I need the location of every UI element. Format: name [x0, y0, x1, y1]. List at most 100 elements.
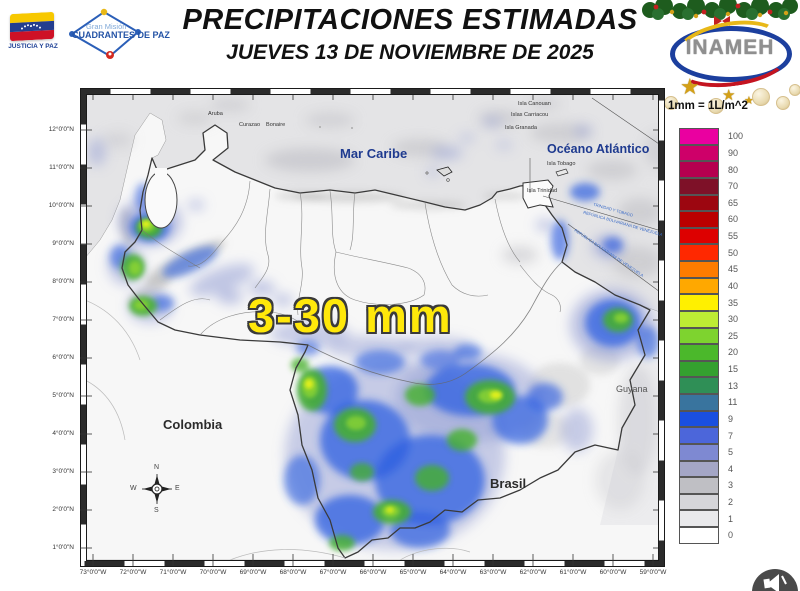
island-label: Isla Tobago: [547, 160, 576, 167]
page-title: PRECIPITACIONES ESTIMADAS: [182, 4, 638, 36]
legend-value: 2: [728, 497, 734, 508]
lon-label: 70°0'0"W: [199, 569, 227, 576]
lon-label: 69°0'0"W: [239, 569, 267, 576]
legend-entry: 13: [679, 377, 789, 395]
page-date: JUEVES 13 DE NOVIEMBRE DE 2025: [226, 41, 594, 64]
legend-value: 5: [728, 447, 734, 458]
legend-swatch: [679, 410, 719, 428]
star-ornament-icon: ★: [744, 95, 754, 107]
precipitation-annotation: 3-30 mm: [248, 289, 453, 342]
lon-label: 59°0'0"W: [639, 569, 667, 576]
star-ornament-icon: ★: [722, 87, 736, 104]
cuadrantes-de-paz-logo: [56, 6, 156, 64]
compass-w-label: W: [130, 485, 137, 492]
island-label: Isla Canouan: [518, 100, 551, 107]
legend-entry: 11: [679, 394, 789, 412]
oceano-atlantico-label: Océano Atlántico: [547, 142, 650, 156]
maritime-boundaries: [529, 97, 658, 291]
legend-swatch: [679, 377, 719, 394]
legend-swatch: [679, 211, 719, 228]
lake-neck: [155, 168, 167, 182]
legend-swatch: [679, 227, 719, 245]
lat-label: 4°0'0"N: [52, 430, 74, 437]
legend-swatch: [679, 244, 719, 261]
legend-value: 65: [728, 198, 739, 209]
legend-value: 55: [728, 231, 739, 242]
legend-entry: 9: [679, 410, 789, 429]
legend-swatch: [679, 460, 719, 478]
legend-entry: 20: [679, 344, 789, 362]
legend-entry: 7: [679, 427, 789, 445]
legend-swatch: [679, 527, 719, 544]
legend-swatch: [679, 294, 719, 311]
legend-swatch: [679, 161, 719, 178]
tobago-island: [555, 168, 569, 177]
legend-value: 40: [728, 281, 739, 292]
legend-value: 90: [728, 148, 739, 159]
lat-label: 7°0'0"N: [52, 316, 74, 323]
lon-label: 66°0'0"W: [359, 569, 387, 576]
inameh-logo: [670, 26, 792, 82]
legend-entry: 35: [679, 294, 789, 312]
cubagua-island: [425, 171, 429, 175]
los-roques-islands: [319, 126, 321, 128]
legend-entry: 80: [679, 161, 789, 179]
margarita-island: [436, 166, 453, 177]
legend-value: 11: [728, 397, 738, 408]
trinidad-island: [522, 179, 554, 209]
legend-swatch: [679, 443, 719, 461]
legend-value: 35: [728, 297, 739, 308]
axis-ticks: [80, 95, 658, 566]
compass-rose-icon: [142, 474, 172, 504]
island-label: Aruba: [208, 110, 223, 117]
la-orchila-island: [351, 127, 353, 129]
lat-label: 12°0'0"N: [48, 126, 74, 133]
legend-entry: 40: [679, 277, 789, 296]
ball-ornament-icon: [752, 88, 770, 106]
legend-entry: 2: [679, 493, 789, 512]
legend-entry: 70: [679, 177, 789, 196]
justicia-y-paz-label: JUSTICIA Y PAZ: [8, 43, 58, 50]
legend-swatch: [679, 128, 719, 145]
lat-label: 6°0'0"N: [52, 354, 74, 361]
legend-entry: 30: [679, 310, 789, 329]
lon-label: 73°0'0"W: [79, 569, 107, 576]
legend-value: 9: [728, 414, 734, 425]
legend-value: 60: [728, 214, 739, 225]
venezuela-outline: [121, 124, 651, 559]
state-borders: [141, 180, 561, 336]
legend-entry: 50: [679, 244, 789, 262]
legend-value: 50: [728, 247, 739, 258]
mute-button[interactable]: [752, 569, 798, 591]
legend-entry: 25: [679, 327, 789, 346]
kite-icon: [69, 8, 141, 59]
orinoco-border: [307, 261, 563, 385]
legend-swatch: [679, 177, 719, 195]
island-label: Isla Granada: [505, 124, 537, 131]
legend-value: 13: [728, 380, 739, 391]
legend-entries: 100 90 80 70 65 60 55 50 45 40 35 30 25 20 15 13 11 9 7 5 4 3…: [679, 128, 789, 545]
lon-label: 64°0'0"W: [439, 569, 467, 576]
lat-label: 1°0'0"N: [52, 544, 74, 551]
ball-ornament-icon: [789, 84, 800, 96]
colombia-label: Colombia: [163, 417, 223, 432]
legend-value: 70: [728, 181, 739, 192]
legend-value: 80: [728, 164, 739, 175]
lon-label: 72°0'0"W: [119, 569, 147, 576]
legend-entry: 0: [679, 527, 789, 545]
legend-value: 20: [728, 347, 739, 358]
lat-label: 11°0'0"N: [49, 164, 74, 171]
neighbor-borders: [87, 300, 471, 560]
legend-entry: 60: [679, 211, 789, 229]
legend-value: 3: [728, 480, 734, 491]
lon-label: 62°0'0"W: [519, 569, 547, 576]
legend-entry: 65: [679, 194, 789, 213]
legend-value: 45: [728, 264, 739, 275]
legend-entry: 1: [679, 510, 789, 528]
legend-value: 15: [728, 364, 739, 375]
legend-swatch: [679, 477, 719, 494]
island-label: Isla Trinidad: [527, 187, 558, 194]
legend-value: 0: [728, 530, 734, 541]
legend-entry: 5: [679, 443, 789, 462]
